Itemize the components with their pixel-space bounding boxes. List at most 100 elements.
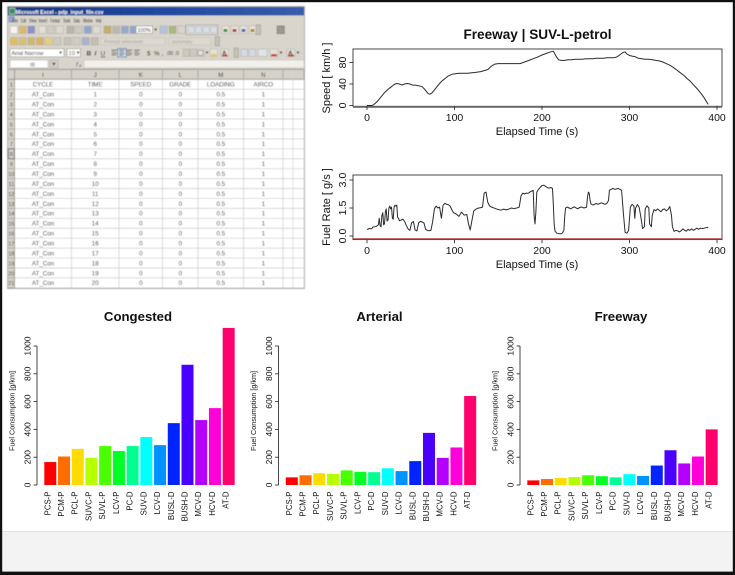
svg-text:19: 19	[8, 261, 14, 267]
svg-text:1: 1	[262, 241, 266, 248]
svg-text:N: N	[261, 72, 265, 79]
svg-text:0: 0	[179, 111, 183, 118]
svg-text:0.0: 0.0	[337, 229, 349, 244]
svg-text:0: 0	[139, 181, 143, 188]
svg-text:SUVL-P: SUVL-P	[98, 492, 107, 520]
svg-text:10: 10	[69, 51, 75, 57]
svg-text:$: $	[147, 50, 151, 57]
svg-text:AT_Con: AT_Con	[32, 141, 55, 148]
svg-text:MCV-D: MCV-D	[194, 491, 203, 516]
svg-text:Fuel Consumption [g/km]: Fuel Consumption [g/km]	[249, 371, 258, 451]
svg-text:80: 80	[337, 57, 349, 69]
svg-text:1: 1	[262, 181, 266, 188]
svg-text:M: M	[218, 72, 223, 79]
svg-text:LCV-P: LCV-P	[112, 492, 121, 515]
svg-text:0.5: 0.5	[216, 161, 225, 168]
svg-text:0: 0	[179, 171, 183, 178]
svg-text:0.5: 0.5	[216, 131, 225, 138]
svg-text:A: A	[222, 50, 226, 56]
svg-text:0.5: 0.5	[216, 101, 225, 108]
svg-text:Elapsed Time (s): Elapsed Time (s)	[496, 126, 579, 138]
svg-text:PCL-P: PCL-P	[554, 492, 563, 515]
svg-text:0: 0	[179, 260, 183, 267]
svg-text:200: 200	[533, 112, 551, 124]
svg-text:AT_Con: AT_Con	[32, 201, 55, 208]
svg-text:14: 14	[92, 221, 99, 228]
svg-text:1: 1	[262, 171, 266, 178]
svg-text:BUSL-D: BUSL-D	[167, 491, 176, 520]
svg-text:17: 17	[8, 242, 14, 248]
svg-text:PCS-P: PCS-P	[43, 492, 52, 516]
svg-text:1: 1	[262, 92, 266, 99]
svg-text:0: 0	[179, 161, 183, 168]
svg-text:9: 9	[10, 162, 13, 168]
svg-text:1: 1	[262, 211, 266, 218]
svg-text:1: 1	[262, 151, 266, 158]
svg-text:0: 0	[139, 191, 143, 198]
svg-text:0: 0	[139, 131, 143, 138]
svg-text:3: 3	[10, 102, 13, 108]
svg-text:0: 0	[179, 92, 183, 99]
svg-text:Tools: Tools	[63, 18, 71, 24]
svg-text:0: 0	[179, 270, 183, 277]
svg-text:1: 1	[262, 201, 266, 208]
svg-text:SUVL-P: SUVL-P	[581, 492, 590, 520]
svg-text:Freeway | SUV-L-petrol: Freeway | SUV-L-petrol	[463, 27, 611, 42]
svg-text:BUSL-D: BUSL-D	[650, 491, 659, 520]
svg-text:6: 6	[93, 141, 97, 148]
svg-text:1000: 1000	[23, 336, 33, 355]
svg-text:AT_Con: AT_Con	[32, 211, 55, 218]
svg-text:800: 800	[23, 366, 33, 381]
svg-text:0.5: 0.5	[216, 231, 225, 238]
svg-text:0: 0	[179, 151, 183, 158]
svg-text:HCV-D: HCV-D	[691, 491, 700, 516]
svg-text:AT_Con: AT_Con	[32, 250, 55, 257]
svg-text:GRADE: GRADE	[169, 82, 191, 89]
svg-text:0: 0	[179, 250, 183, 257]
svg-text:1: 1	[262, 121, 266, 128]
svg-text:LOADING: LOADING	[207, 82, 235, 89]
svg-text:View: View	[29, 18, 37, 24]
svg-text:Congested: Congested	[104, 309, 172, 324]
svg-text:TIME: TIME	[88, 82, 103, 89]
svg-text:1000: 1000	[264, 336, 274, 355]
svg-text:SUVL-P: SUVL-P	[340, 492, 349, 520]
svg-text:AT-D: AT-D	[222, 491, 231, 509]
svg-text:100: 100	[446, 245, 464, 257]
svg-text:400: 400	[708, 245, 726, 257]
svg-text:200: 200	[264, 450, 274, 465]
svg-text:400: 400	[506, 422, 516, 437]
svg-text:AT_Con: AT_Con	[32, 131, 55, 138]
svg-text:0.5: 0.5	[216, 141, 225, 148]
svg-text:PCM-P: PCM-P	[540, 492, 549, 517]
svg-text:PCM-P: PCM-P	[299, 492, 308, 517]
svg-text:2: 2	[10, 93, 13, 99]
svg-text:18: 18	[92, 260, 99, 267]
svg-text:0.5: 0.5	[216, 92, 225, 99]
svg-text:1000: 1000	[506, 336, 516, 355]
svg-text:J: J	[94, 72, 97, 79]
svg-text:2: 2	[93, 101, 97, 108]
svg-text:LCV-D: LCV-D	[153, 491, 162, 514]
svg-text:LCV-P: LCV-P	[595, 492, 604, 515]
svg-text:5: 5	[93, 131, 97, 138]
svg-text:1: 1	[262, 270, 266, 277]
svg-text:PCL-P: PCL-P	[71, 492, 80, 515]
svg-text:LCV-P: LCV-P	[353, 492, 362, 515]
svg-text:U: U	[101, 51, 106, 58]
svg-text:12: 12	[92, 201, 99, 208]
svg-text:AT_Con: AT_Con	[32, 270, 55, 277]
svg-text:0: 0	[264, 482, 274, 487]
svg-text:1: 1	[262, 141, 266, 148]
svg-text:16: 16	[92, 241, 99, 248]
svg-text:f: f	[76, 62, 79, 69]
svg-text:0: 0	[337, 102, 349, 108]
svg-text:AT_Con: AT_Con	[32, 191, 55, 198]
svg-text:0: 0	[139, 250, 143, 257]
svg-text:10: 10	[8, 172, 14, 178]
svg-text:0.5: 0.5	[216, 211, 225, 218]
svg-text:SUVC-P: SUVC-P	[85, 492, 94, 521]
svg-text:File: File	[12, 18, 18, 24]
svg-text:Format: Format	[50, 18, 60, 24]
svg-text:AT_Con: AT_Con	[32, 221, 55, 228]
